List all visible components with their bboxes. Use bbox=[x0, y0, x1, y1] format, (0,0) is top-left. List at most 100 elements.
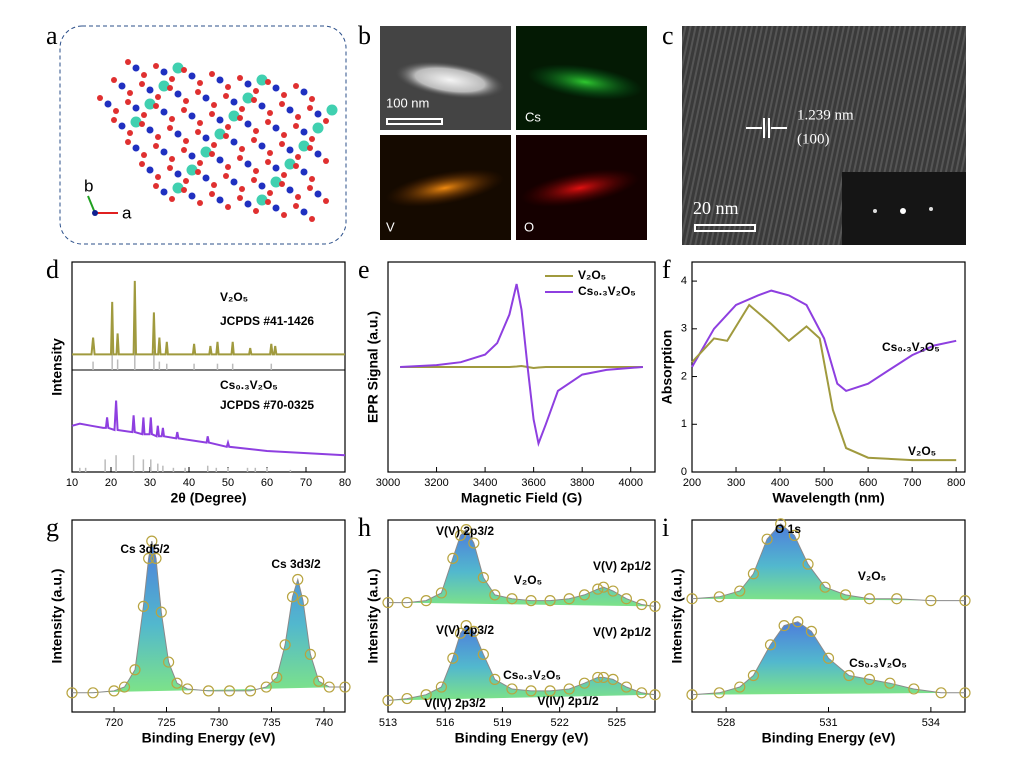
data-point bbox=[713, 687, 725, 699]
oxygen-atom bbox=[309, 176, 315, 182]
y-axis-label: Intensity bbox=[49, 338, 65, 396]
oxygen-atom bbox=[125, 59, 131, 65]
panel-label: a bbox=[46, 21, 58, 50]
data-point bbox=[597, 581, 610, 593]
vanadium-atom bbox=[160, 108, 168, 116]
data-point bbox=[506, 683, 518, 695]
series-label: V₂O₅ bbox=[908, 444, 936, 458]
vanadium-atom bbox=[160, 148, 168, 156]
vanadium-atom bbox=[202, 174, 210, 182]
cesium-atom bbox=[172, 62, 184, 74]
oxygen-atom bbox=[183, 178, 189, 184]
data-point bbox=[477, 648, 489, 661]
x-tick-label: 400 bbox=[771, 477, 789, 489]
series-label: Cs₀.₃V₂O₅ bbox=[882, 340, 940, 354]
data-point bbox=[454, 529, 467, 541]
data-point bbox=[163, 656, 175, 668]
oxygen-atom bbox=[223, 93, 229, 99]
scale-bar bbox=[386, 118, 443, 125]
vanadium-atom bbox=[272, 124, 280, 132]
oxygen-atom bbox=[183, 98, 189, 104]
oxygen-atom bbox=[281, 172, 287, 178]
data-point bbox=[863, 673, 876, 685]
annotation: Cs 3d5/2 bbox=[120, 542, 170, 556]
chart: 528 531 534 Binding Energy (eV) Intensity (a… bbox=[669, 518, 971, 746]
data-point bbox=[959, 595, 971, 607]
cesium-atom bbox=[228, 110, 240, 122]
vanadium-atom bbox=[300, 168, 308, 176]
oxygen-atom bbox=[253, 168, 259, 174]
plot-frame bbox=[71, 519, 346, 713]
panel-label: b bbox=[358, 21, 371, 50]
oxygen-atom bbox=[281, 132, 287, 138]
panel-label: c bbox=[662, 21, 674, 50]
oxygen-atom bbox=[211, 182, 217, 188]
x-tick-label: 20 bbox=[105, 477, 117, 489]
data-point bbox=[108, 685, 120, 697]
annotation: V(IV) 2p3/2 bbox=[424, 696, 486, 710]
data-point bbox=[563, 593, 575, 605]
annotation: O 1s bbox=[775, 522, 801, 536]
data-point bbox=[686, 689, 698, 701]
oxygen-atom bbox=[127, 130, 133, 136]
plot-frame bbox=[387, 261, 656, 473]
hrtem-panel: 1.239 nm (100) 20 nm bbox=[682, 26, 966, 245]
oxygen-atom bbox=[295, 154, 301, 160]
oxygen-atom bbox=[181, 187, 187, 193]
data-point bbox=[686, 593, 698, 605]
series-label: V₂O₅ bbox=[220, 290, 248, 304]
vanadium-atom bbox=[132, 144, 140, 152]
oxygen-atom bbox=[97, 95, 103, 101]
data-point bbox=[460, 619, 472, 632]
vanadium-atom bbox=[216, 156, 224, 164]
oxygen-atom bbox=[265, 199, 271, 205]
oxygen-atom bbox=[167, 125, 173, 131]
fit-area bbox=[692, 523, 965, 601]
series-line bbox=[400, 364, 643, 370]
particle bbox=[385, 169, 505, 207]
plot-frame bbox=[71, 261, 346, 473]
oxygen-atom bbox=[253, 128, 259, 134]
oxygen-atom bbox=[153, 103, 159, 109]
data-point bbox=[959, 687, 971, 699]
reference-label: JCPDS #70-0325 bbox=[220, 398, 314, 412]
data-point bbox=[435, 587, 447, 599]
x-tick-label: 720 bbox=[105, 717, 123, 729]
oxygen-atom bbox=[281, 212, 287, 218]
vanadium-atom bbox=[216, 196, 224, 204]
x-axis-label: 2θ (Degree) bbox=[170, 490, 246, 506]
data-point bbox=[819, 581, 831, 593]
vanadium-atom bbox=[286, 186, 294, 194]
data-point bbox=[401, 596, 413, 609]
data-point bbox=[891, 593, 903, 605]
axis-label: a bbox=[122, 203, 132, 222]
oxygen-atom bbox=[183, 138, 189, 144]
oxygen-atom bbox=[181, 147, 187, 153]
fft-spot bbox=[929, 207, 933, 211]
series-line bbox=[400, 283, 643, 447]
oxygen-atom bbox=[223, 133, 229, 139]
x-tick-label: 10 bbox=[66, 477, 78, 489]
lattice-plane: (100) bbox=[797, 131, 830, 147]
vanadium-atom bbox=[216, 76, 224, 84]
x-tick-label: 3400 bbox=[473, 477, 497, 489]
vanadium-atom bbox=[286, 106, 294, 114]
data-point bbox=[607, 673, 619, 685]
data-point bbox=[155, 606, 167, 618]
oxygen-atom bbox=[237, 75, 243, 81]
annotation: V(V) 2p3/2 bbox=[436, 623, 494, 637]
panel-label: e bbox=[358, 255, 370, 284]
fit-line bbox=[388, 528, 656, 607]
vanadium-atom bbox=[258, 182, 266, 190]
oxygen-atom bbox=[141, 72, 147, 78]
annotation: V₂O₅ bbox=[858, 569, 886, 583]
oxygen-atom bbox=[195, 129, 201, 135]
vanadium-atom bbox=[286, 146, 294, 154]
data-point bbox=[761, 533, 773, 545]
oxygen-atom bbox=[279, 181, 285, 187]
vanadium-atom bbox=[132, 64, 140, 72]
data-point bbox=[775, 518, 787, 530]
y-axis-label: EPR Signal (a.u.) bbox=[365, 311, 381, 423]
oxygen-atom bbox=[127, 90, 133, 96]
